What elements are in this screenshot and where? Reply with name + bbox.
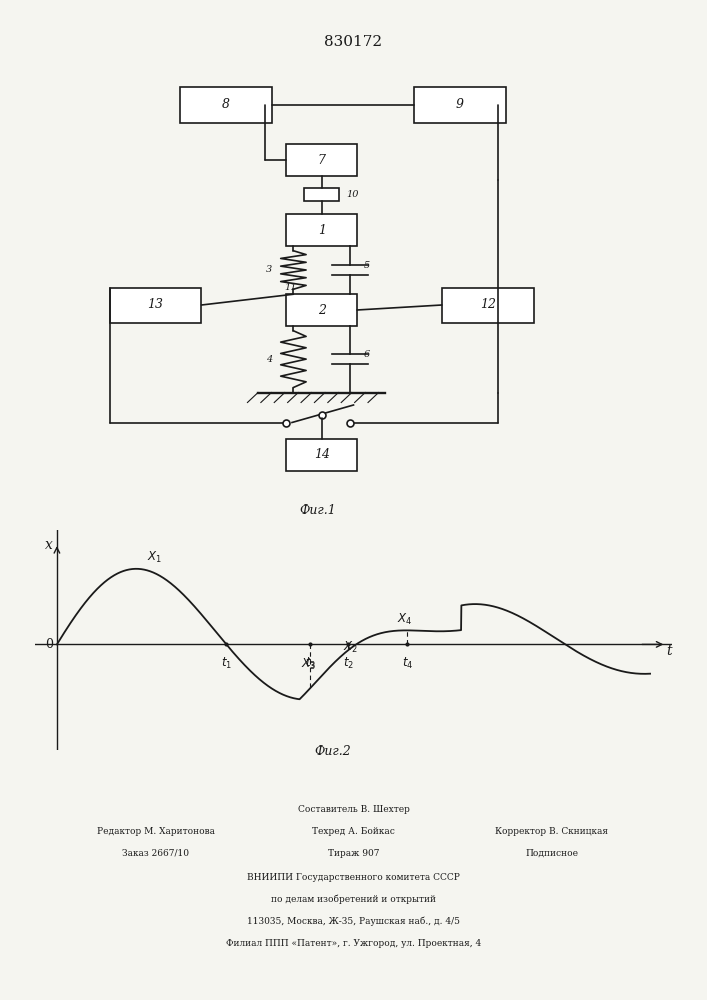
Text: $X_3$: $X_3$ [300,657,316,672]
Text: $t_1$: $t_1$ [221,656,232,671]
Text: t: t [666,644,672,658]
Bar [286,214,357,246]
Text: Фиг.1: Фиг.1 [300,504,337,516]
Text: 4: 4 [266,355,272,364]
Bar [286,439,357,471]
Text: Подписное: Подписное [525,849,578,858]
Text: 830172: 830172 [325,35,382,49]
Text: Техред А. Бойкас: Техред А. Бойкас [312,827,395,836]
Text: Корректор В. Скницкая: Корректор В. Скницкая [495,827,608,836]
Text: Тираж 907: Тираж 907 [328,849,379,858]
Text: 11: 11 [284,283,297,292]
Text: 113035, Москва, Ж-35, Раушская наб., д. 4/5: 113035, Москва, Ж-35, Раушская наб., д. … [247,917,460,926]
Text: Заказ 2667/10: Заказ 2667/10 [122,849,189,858]
Text: 2: 2 [317,304,326,316]
Text: 8: 8 [222,99,230,111]
Text: 6: 6 [364,350,370,359]
Text: ВНИИПИ Государственного комитета СССР: ВНИИПИ Государственного комитета СССР [247,873,460,882]
Text: 1: 1 [317,224,326,236]
Bar [180,88,272,122]
Text: $X_1$: $X_1$ [147,550,162,565]
Text: 13: 13 [148,298,163,312]
Bar [414,88,506,122]
Text: x: x [45,538,53,552]
Text: 7: 7 [317,153,326,166]
Bar [442,288,534,322]
Text: 12: 12 [480,298,496,312]
Text: Редактор М. Харитонова: Редактор М. Харитонова [97,827,214,836]
Text: $t_3$: $t_3$ [305,656,316,671]
Text: $X_2$: $X_2$ [343,640,358,655]
Text: $t_2$: $t_2$ [343,656,354,671]
Bar [286,294,357,326]
Text: 0: 0 [45,638,53,651]
Text: $X_4$: $X_4$ [397,612,412,627]
Text: 14: 14 [314,448,329,462]
Bar [304,188,339,201]
Text: 10: 10 [346,190,359,199]
Text: 5: 5 [364,260,370,269]
Text: Фиг.2: Фиг.2 [314,745,351,758]
Text: по делам изобретений и открытий: по делам изобретений и открытий [271,895,436,904]
Text: Составитель В. Шехтер: Составитель В. Шехтер [298,805,409,814]
Text: 3: 3 [266,265,272,274]
Bar [110,288,201,322]
Text: Филиал ППП «Патент», г. Ужгород, ул. Проектная, 4: Филиал ППП «Патент», г. Ужгород, ул. Про… [226,939,481,948]
Text: 9: 9 [455,99,464,111]
Bar [286,144,357,176]
Text: $t_4$: $t_4$ [402,656,413,671]
